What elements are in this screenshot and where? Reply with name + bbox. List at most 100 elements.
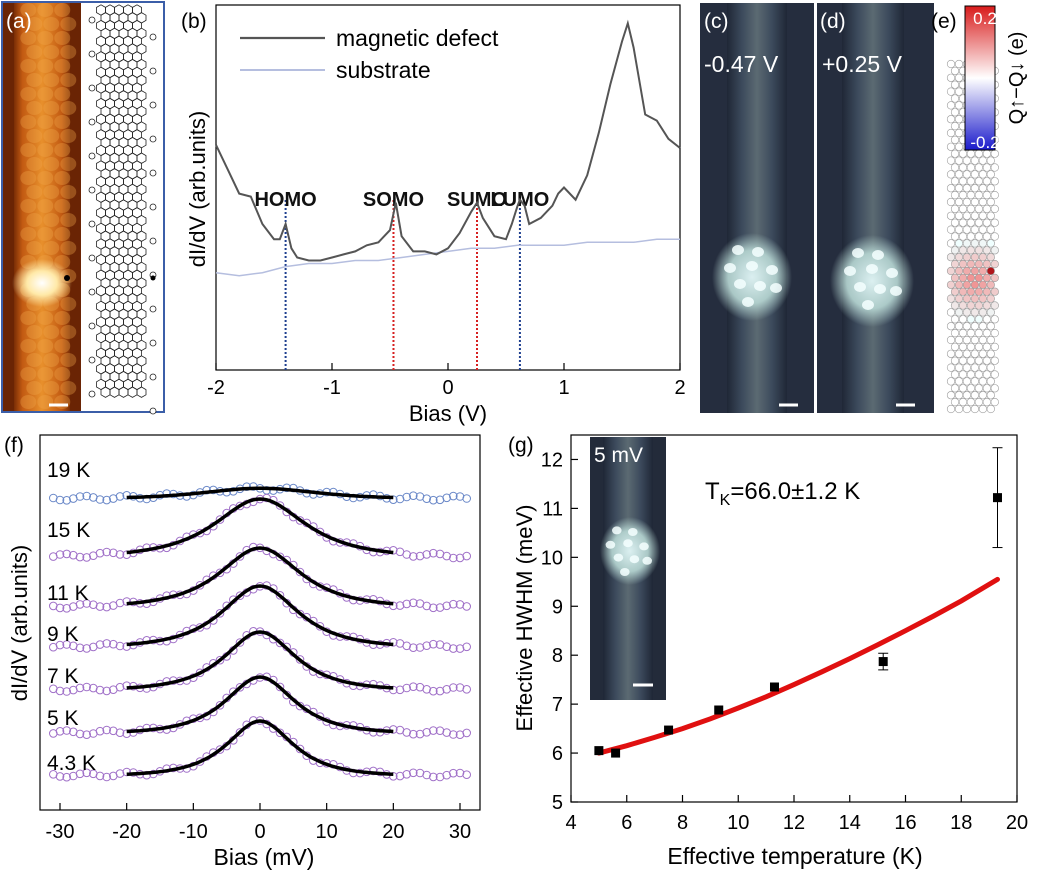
lattice-site — [990, 398, 999, 407]
edge-atom-right — [149, 407, 157, 415]
data-circle — [429, 772, 438, 782]
lattice-site — [990, 315, 999, 324]
data-circle — [115, 598, 125, 608]
x-tick-label-b: -1 — [323, 377, 341, 399]
temperature-label: 19 K — [47, 459, 90, 482]
lattice-site — [950, 204, 960, 213]
topograph-bump — [20, 3, 37, 17]
y-axis-title-b: dI/dV (arb.units) — [185, 111, 210, 268]
lattice-site — [950, 66, 960, 75]
topograph-bump — [43, 101, 60, 115]
stm-lobe — [724, 263, 736, 273]
lattice-site — [946, 322, 956, 331]
lattice-site — [950, 329, 960, 338]
stm-lobe — [612, 526, 622, 535]
temperature-label: 7 K — [47, 665, 79, 688]
data-circle — [462, 551, 472, 561]
lattice-site — [966, 191, 976, 200]
lattice-site — [962, 266, 972, 276]
colorbar-tick-top: 0.2 — [973, 9, 997, 28]
lattice-site — [966, 232, 976, 241]
lattice-site — [950, 218, 960, 227]
lattice-site — [990, 370, 999, 379]
data-circle — [102, 495, 111, 505]
temperature-label: 5 K — [47, 707, 79, 730]
data-circle — [62, 687, 71, 696]
data-circle — [442, 728, 452, 737]
lattice-site — [986, 197, 995, 207]
data-circle — [455, 683, 465, 692]
panel-c-label: (c) — [704, 10, 729, 33]
lattice-site — [950, 94, 960, 103]
data-circle — [422, 685, 432, 694]
orbital-marker-label: SOMO — [363, 189, 424, 211]
lattice-site — [962, 322, 972, 331]
panel-f-label: (f) — [4, 434, 24, 457]
temperature-spectra: 19 K 15 K 11 K 9 K 7 K 5 K 4.3 K — [47, 459, 472, 782]
lobes-c — [724, 245, 782, 307]
lattice-site — [982, 177, 992, 186]
x-tick-label-g: 12 — [783, 812, 805, 834]
data-circle — [435, 772, 445, 782]
topograph-bump — [37, 227, 54, 241]
edge-atom-left — [88, 152, 96, 160]
data-circle — [109, 548, 118, 558]
data-circle — [409, 643, 418, 653]
y-tick-label-g: 11 — [542, 498, 563, 520]
data-circle — [442, 685, 452, 694]
data-circle — [102, 725, 111, 735]
x-tick-label-b: 1 — [558, 377, 569, 399]
topograph-bump — [54, 3, 71, 17]
data-circle — [409, 598, 418, 608]
panel-b-label: (b) — [181, 10, 207, 33]
stm-lobe — [746, 261, 758, 271]
lattice-site — [962, 280, 972, 289]
y-tick-label-g: 12 — [541, 449, 563, 471]
panel-g-label: (g) — [508, 434, 534, 457]
data-point — [594, 746, 604, 756]
lattice-site — [954, 239, 964, 248]
data-circle — [82, 644, 91, 653]
lattice-site — [946, 363, 956, 372]
data-circle — [462, 728, 472, 738]
lattice-site — [990, 260, 999, 269]
defect-state-d — [830, 235, 914, 327]
plot-frame-b — [215, 4, 681, 371]
lattice-site — [950, 356, 960, 365]
topograph-bump — [54, 367, 71, 381]
kondo-fit-curve — [596, 576, 1000, 756]
plot-frame-f — [39, 434, 481, 811]
lattice-site — [982, 342, 992, 352]
lattice-site — [946, 170, 956, 179]
lattice-site — [954, 377, 964, 386]
lattice-site — [974, 356, 984, 365]
lattice-site — [950, 398, 960, 407]
fit-curve — [126, 675, 394, 734]
lattice-site — [946, 391, 956, 400]
fit-curve — [126, 630, 394, 690]
lattice-site — [986, 170, 995, 179]
topograph-bump — [26, 157, 43, 171]
lattice-site — [966, 204, 976, 213]
lattice-site — [950, 177, 960, 186]
edge-atom-left — [88, 220, 96, 228]
data-circle — [442, 601, 452, 611]
lattice-site — [970, 404, 980, 414]
stm-lobe — [844, 266, 856, 276]
temperature-label: 9 K — [47, 623, 79, 646]
lattice-site — [978, 184, 988, 193]
lattice-site — [970, 377, 980, 386]
data-circle — [415, 643, 425, 652]
data-circle — [122, 681, 131, 691]
temperature-label: 15 K — [47, 519, 90, 542]
data-circle — [402, 492, 412, 502]
panel-a: (a) — [1, 1, 165, 415]
lattice-site — [970, 322, 980, 331]
topograph-bump — [60, 101, 77, 115]
lattice-site — [978, 197, 988, 207]
lattice-site — [950, 232, 960, 241]
data-circle — [449, 644, 458, 653]
data-circle — [275, 591, 285, 600]
lattice-site — [982, 370, 992, 379]
lattice-site — [990, 329, 999, 338]
